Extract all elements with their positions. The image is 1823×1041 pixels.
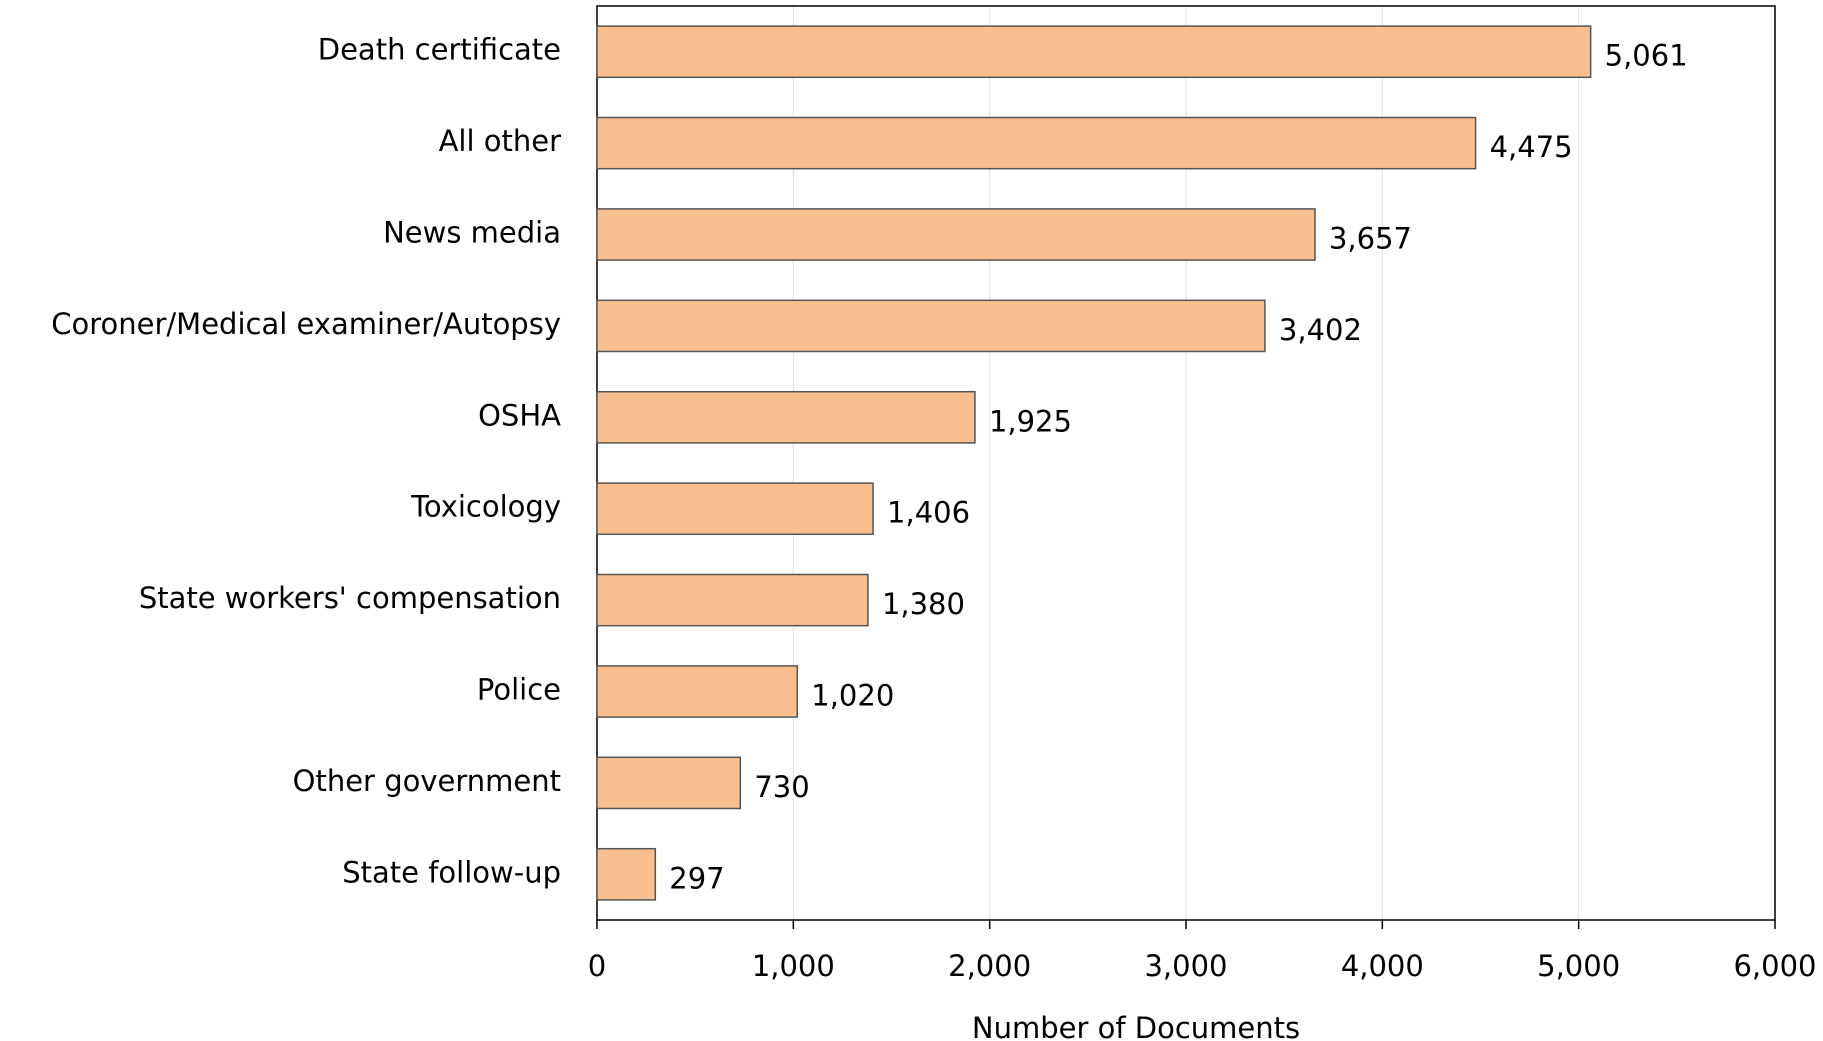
y-tick-label: All other bbox=[439, 124, 562, 158]
y-tick-label: Police bbox=[477, 673, 561, 707]
bar bbox=[596, 25, 1592, 79]
data-label: 5,061 bbox=[1605, 39, 1688, 73]
y-tick-label: State workers' compensation bbox=[139, 581, 561, 615]
x-tick-label: 2,000 bbox=[948, 949, 1031, 983]
y-tick-label: OSHA bbox=[478, 398, 561, 432]
data-label: 3,402 bbox=[1279, 313, 1362, 347]
bar bbox=[596, 756, 742, 810]
y-tick-label: Other government bbox=[293, 764, 561, 798]
y-tick-label: Death certificate bbox=[318, 33, 561, 67]
plot-frame bbox=[596, 5, 1776, 921]
bar bbox=[596, 390, 976, 444]
bar bbox=[596, 299, 1266, 353]
data-label: 1,925 bbox=[989, 404, 1072, 438]
data-label: 730 bbox=[754, 770, 809, 804]
y-tick-label: State follow-up bbox=[342, 855, 561, 889]
data-label: 297 bbox=[669, 861, 724, 895]
x-tick-label: 3,000 bbox=[1144, 949, 1227, 983]
y-tick-label: Toxicology bbox=[410, 490, 561, 524]
bar bbox=[596, 482, 874, 536]
x-tick-label: 0 bbox=[588, 949, 606, 983]
x-tick-label: 6,000 bbox=[1733, 949, 1816, 983]
bar bbox=[596, 573, 869, 627]
data-label: 3,657 bbox=[1329, 222, 1412, 256]
data-label: 1,406 bbox=[887, 496, 970, 530]
x-tick-label: 5,000 bbox=[1537, 949, 1620, 983]
bar bbox=[596, 116, 1477, 170]
data-label: 1,020 bbox=[811, 679, 894, 713]
bar bbox=[596, 847, 657, 901]
data-label: 1,380 bbox=[882, 587, 965, 621]
y-tick-label: News media bbox=[383, 216, 561, 250]
y-tick-label: Coroner/Medical examiner/Autopsy bbox=[51, 307, 561, 341]
data-label: 4,475 bbox=[1490, 130, 1573, 164]
x-tick-label: 4,000 bbox=[1341, 949, 1424, 983]
x-axis-title: Number of Documents bbox=[972, 1011, 1300, 1041]
bar bbox=[596, 208, 1316, 261]
x-tick-label: 1,000 bbox=[752, 949, 835, 983]
bar bbox=[596, 665, 799, 718]
